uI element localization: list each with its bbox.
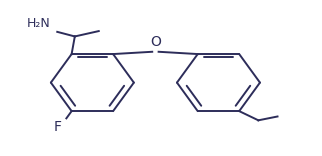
Text: H₂N: H₂N [27,17,51,30]
Text: O: O [150,35,161,49]
Text: F: F [53,120,62,134]
